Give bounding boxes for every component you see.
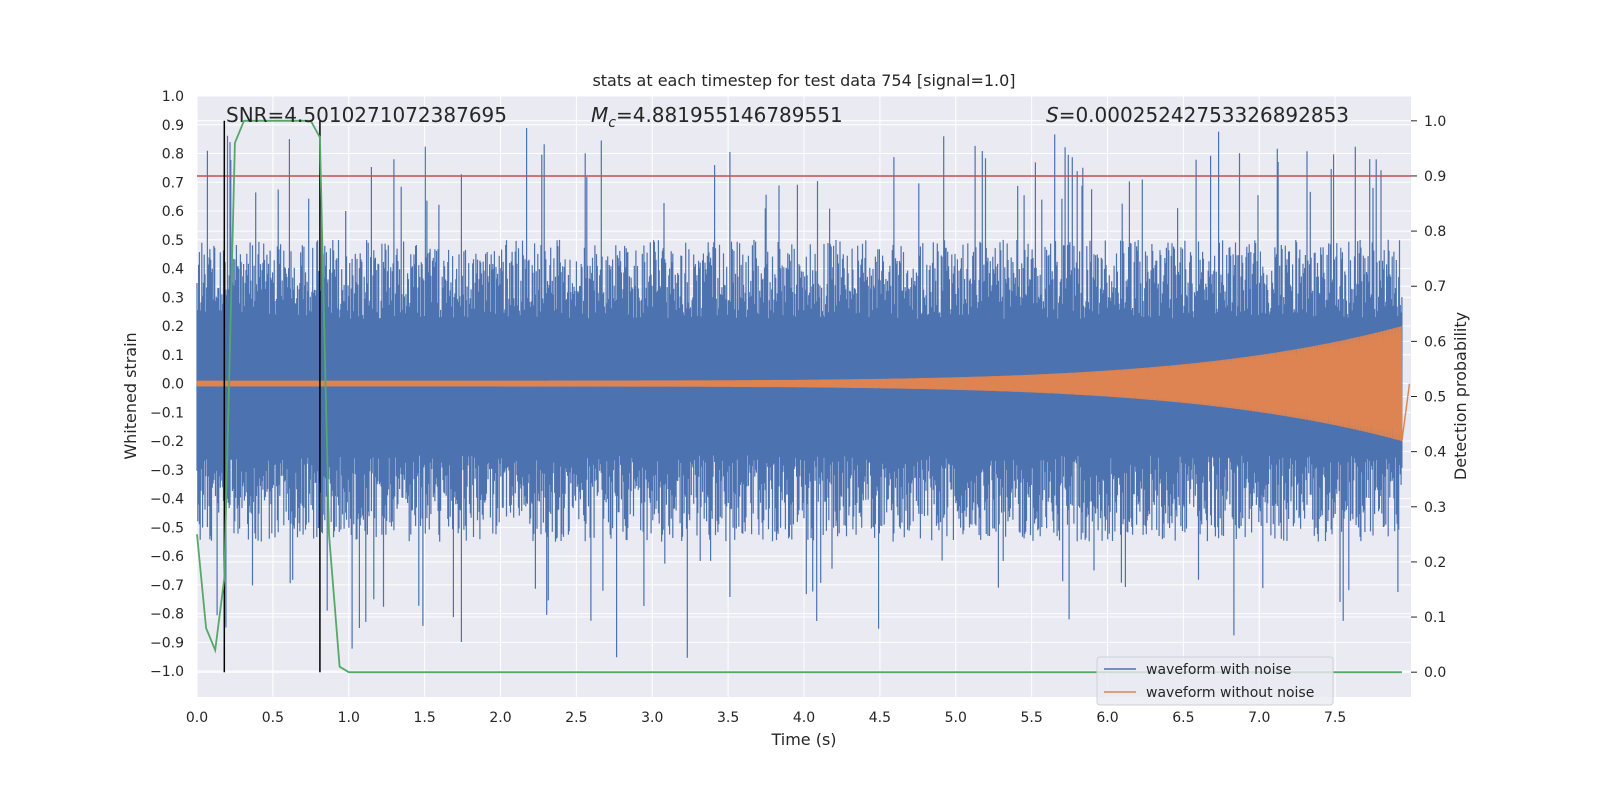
y-left-tick-label: 0.3 [162,290,184,306]
s-annotation: S=0.00025242753326892853 [1046,103,1349,127]
x-tick-label: 4.0 [793,710,815,726]
y-left-tick-label: 0.4 [162,262,184,278]
x-tick-label: 3.0 [641,710,663,726]
x-tick-label: 1.0 [338,710,360,726]
clean-waveform-line [196,326,1411,442]
ticks-layer: 0.0 0.5 1.0 1.5 2.0 2.5 3.0 3.5 4.0 4.5 5.0 5.5 6.0 6… [150,89,1446,726]
y-right-tick-label: 0.0 [1424,665,1446,681]
x-axis-label: Time (s) [770,730,836,749]
y-right-tick-label: 0.7 [1424,279,1446,295]
x-tick-label: 1.5 [413,710,435,726]
mc-subscript: c [608,115,616,131]
y-left-tick-label: 0.7 [162,175,184,191]
y-right-tick-label: 0.1 [1424,610,1446,626]
snr-annotation: SNR=4.5010271072387695 [226,103,507,127]
s-value: =0.00025242753326892853 [1059,103,1349,127]
legend-label-clean: waveform without noise [1146,685,1314,701]
y-left-tick-label: −0.1 [150,405,184,421]
detection-probability-line [196,119,1402,674]
y-left-tick-label: −0.4 [150,492,184,508]
y-left-tick-label: 1.0 [162,89,184,105]
y-right-tick-label: 0.9 [1424,169,1446,185]
y-left-tick-label: −1.0 [150,664,184,680]
y-left-tick-label: −0.3 [150,463,184,479]
y-left-tick-label: 0.5 [162,233,184,249]
x-tick-label: 7.0 [1248,710,1270,726]
chart-title: stats at each timestep for test data 754… [592,71,1015,90]
s-symbol: S [1046,103,1059,127]
y-left-tick-label: 0.8 [162,147,184,163]
x-tick-label: 7.5 [1324,710,1346,726]
y-right-tick-label: 0.5 [1424,390,1446,406]
y-right-tick-label: 0.8 [1424,224,1446,240]
legend-label-noise: waveform with noise [1146,662,1291,678]
y-right-tick-label: 0.6 [1424,334,1446,350]
y-left-tick-label: 0.2 [162,319,184,335]
x-tick-label: 2.0 [489,710,511,726]
y-right-tick-label: 0.2 [1424,555,1446,571]
y-left-tick-label: −0.8 [150,607,184,623]
y-right-tick-label: 0.4 [1424,445,1446,461]
x-tick-label: 3.5 [717,710,739,726]
y-left-tick-label: 0.6 [162,204,184,220]
y-left-tick-label: 0.9 [162,118,184,134]
x-tick-label: 6.5 [1172,710,1194,726]
x-tick-label: 4.5 [869,710,891,726]
y-left-tick-label: 0.0 [162,377,184,393]
chirp-mass-annotation: Mc=4.881955146789551 [591,103,843,131]
legend-box [1096,656,1334,706]
series-layer [196,119,1411,674]
y-left-tick-label: −0.6 [150,549,184,565]
mc-value: =4.881955146789551 [616,103,843,127]
x-tick-label: 2.5 [565,710,587,726]
x-tick-label: 0.5 [262,710,284,726]
y-right-tick-label: 1.0 [1424,114,1446,130]
mc-symbol: M [591,103,608,127]
y-left-tick-label: −0.2 [150,434,184,450]
y-axis-label-left: Whitened strain [121,332,140,459]
y-axis-label-right: Detection probability [1451,312,1470,480]
y-left-tick-label: −0.7 [150,578,184,594]
y-left-tick-label: −0.9 [150,635,184,651]
y-left-tick-label: −0.5 [150,520,184,536]
x-tick-label: 5.0 [945,710,967,726]
legend: waveform with noise waveform without noi… [1096,656,1334,706]
y-left-tick-label: 0.1 [162,348,184,364]
x-tick-label: 0.0 [186,710,208,726]
x-tick-label: 5.5 [1020,710,1042,726]
y-right-tick-label: 0.3 [1424,500,1446,516]
x-tick-label: 6.0 [1096,710,1118,726]
